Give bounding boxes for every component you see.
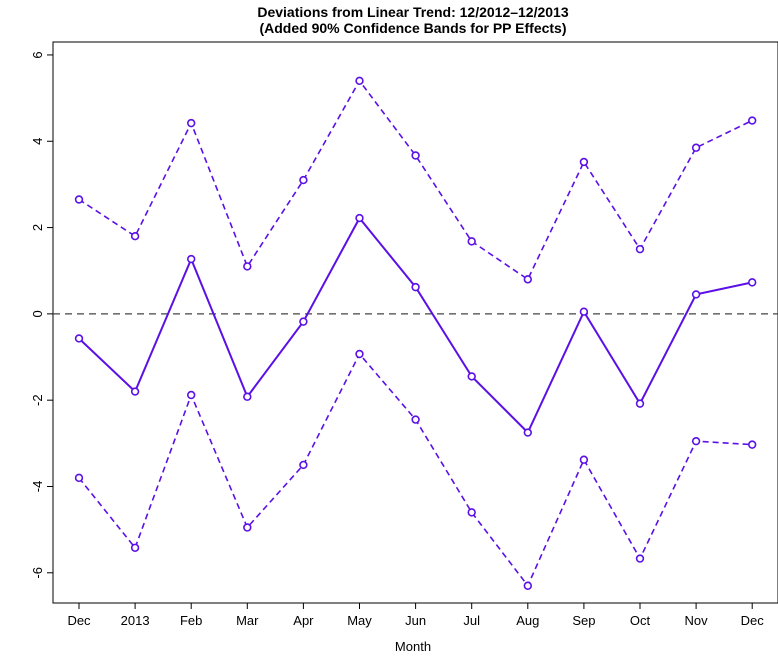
estimate-point [523,428,532,437]
estimate-point [243,392,252,401]
estimate-point [74,334,84,343]
lower-band-point [299,460,308,470]
estimate-line [78,216,753,435]
x-tick-label: Jun [405,613,426,628]
x-tick-label: Oct [630,613,651,628]
lower-band-point [355,349,364,359]
x-tick-label: May [347,613,372,628]
upper-band-point [747,116,757,125]
x-tick-label: Mar [236,613,259,628]
x-tick-label: Aug [516,613,539,628]
estimate-point [691,290,701,299]
chart-title: Deviations from Linear Trend: 12/2012–12… [257,4,568,20]
upper-band-point [74,195,84,204]
lower-band-point [747,440,757,449]
estimate-point [579,307,589,316]
x-tick-label: Nov [685,613,709,628]
lower-band-point [691,436,701,446]
x-tick-label: Dec [741,613,765,628]
x-tick-label: Jul [463,613,480,628]
upper-band-line [78,79,753,281]
estimate-point [467,372,476,381]
plot-frame [52,41,778,604]
y-tick-label: 0 [30,310,45,317]
x-tick-label: Dec [67,613,91,628]
lower-band-point [243,523,252,532]
lower-band-point [467,508,476,517]
y-tick-label: -6 [30,567,45,579]
x-tick-label: Feb [180,613,202,628]
estimate-point [299,317,308,326]
x-tick-label: Apr [293,613,314,628]
upper-band-point [243,262,252,271]
y-tick-label: 2 [30,224,45,231]
upper-band-point [130,231,140,241]
upper-band-point [691,143,701,152]
lower-band-line [78,352,753,588]
x-tick-label: 2013 [121,613,150,628]
upper-band-point [467,237,476,246]
estimate-point [411,282,420,292]
upper-band-point [299,175,308,185]
lower-band-point [187,390,196,400]
upper-band-point [187,118,196,128]
upper-band-point [355,76,364,86]
estimate-point [130,387,140,396]
lower-band-point [411,415,420,424]
lower-band-point [635,554,645,563]
y-tick-label: 6 [30,51,45,58]
estimate-point [747,278,757,287]
estimate-point [635,399,645,408]
y-tick-label: 4 [30,138,45,145]
lower-band-point [523,581,532,590]
y-tick-label: -2 [30,394,45,406]
x-axis-label: Month [395,639,431,654]
estimate-point [355,213,364,223]
upper-band-point [523,275,532,284]
chart-subtitle: (Added 90% Confidence Bands for PP Effec… [259,20,566,36]
lower-band-point [130,543,140,552]
y-tick-label: -4 [30,481,45,493]
lower-band-point [579,455,589,464]
lower-band-point [74,473,84,483]
estimate-point [187,254,196,264]
chart-layer: -6 -4 -2 0 2 4 6 Dec 2013 Feb Mar Apr May Jun Jul Aug Se… [30,51,778,628]
upper-band-point [411,151,420,160]
upper-band-point [635,244,645,254]
upper-band-point [579,157,589,167]
x-tick-label: Sep [572,613,595,628]
